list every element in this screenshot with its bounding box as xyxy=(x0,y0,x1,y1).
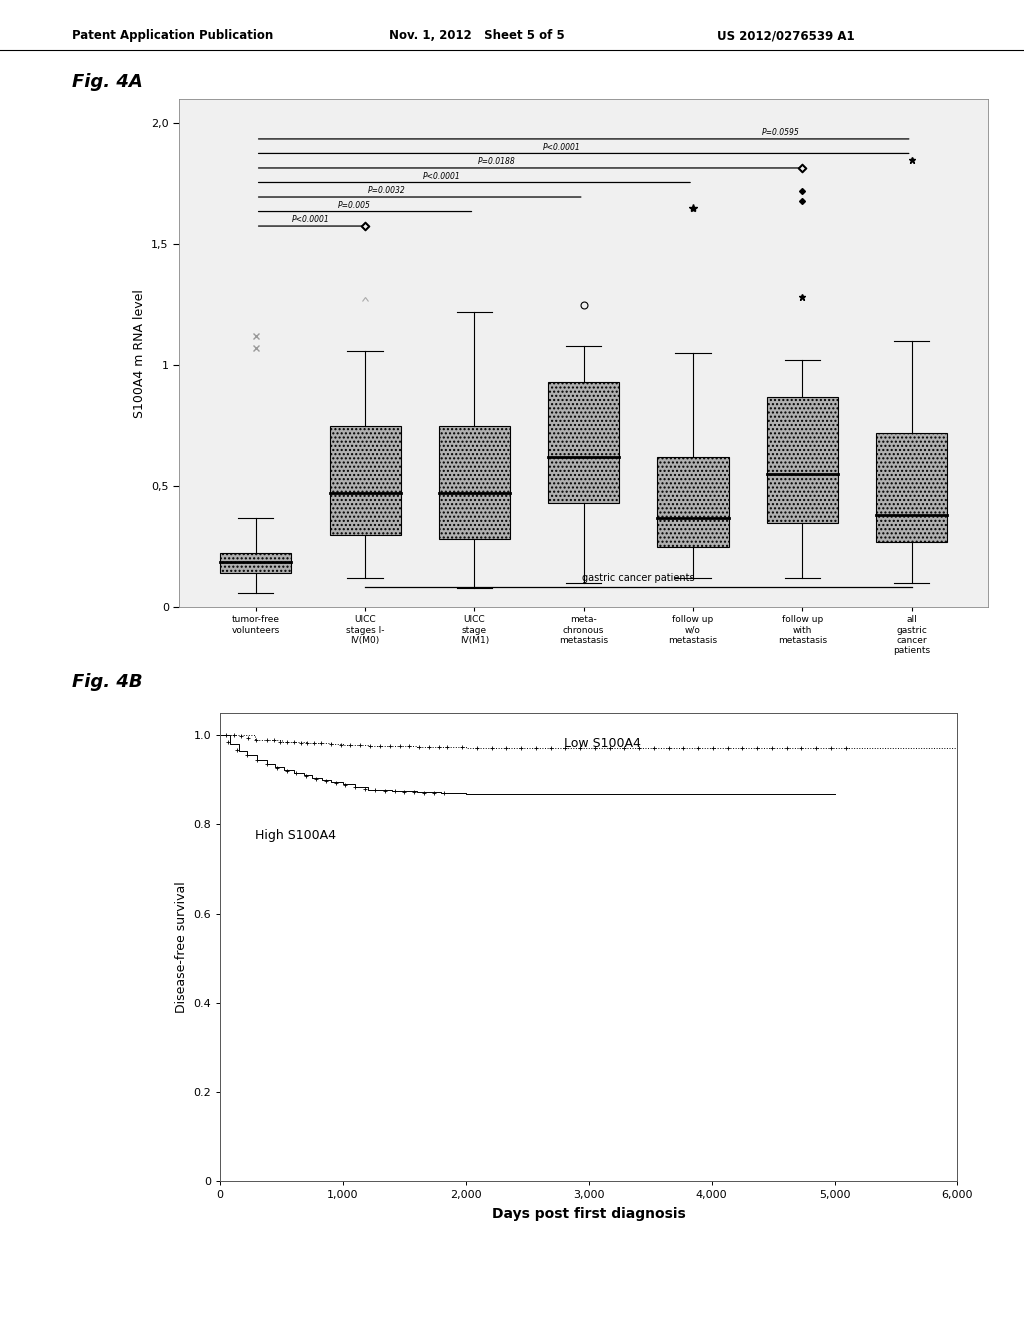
Bar xyxy=(439,425,510,540)
Y-axis label: Disease-free survival: Disease-free survival xyxy=(175,882,187,1012)
Text: Low S100A4: Low S100A4 xyxy=(564,737,641,750)
Bar xyxy=(657,457,728,546)
Text: High S100A4: High S100A4 xyxy=(255,829,336,842)
Text: P<0.0001: P<0.0001 xyxy=(292,215,330,224)
Text: Nov. 1, 2012   Sheet 5 of 5: Nov. 1, 2012 Sheet 5 of 5 xyxy=(389,29,565,42)
Text: UICC
stage
IV(M1): UICC stage IV(M1) xyxy=(460,615,489,645)
Bar xyxy=(877,433,947,541)
Bar xyxy=(548,383,620,503)
Text: P=0.0595: P=0.0595 xyxy=(762,128,800,137)
Text: US 2012/0276539 A1: US 2012/0276539 A1 xyxy=(717,29,854,42)
Text: tumor-free
volunteers: tumor-free volunteers xyxy=(231,615,280,635)
Text: gastric cancer patients: gastric cancer patients xyxy=(582,573,694,583)
Bar xyxy=(330,425,400,535)
Text: all
gastric
cancer
patients: all gastric cancer patients xyxy=(893,615,930,655)
Text: follow up
with
metastasis: follow up with metastasis xyxy=(778,615,827,645)
X-axis label: Days post first diagnosis: Days post first diagnosis xyxy=(492,1208,686,1221)
Bar xyxy=(767,397,838,523)
Text: UICC
stages I-
IV(M0): UICC stages I- IV(M0) xyxy=(346,615,384,645)
Text: P=0.0188: P=0.0188 xyxy=(477,157,515,166)
Text: P<0.0001: P<0.0001 xyxy=(423,172,461,181)
Text: Fig. 4B: Fig. 4B xyxy=(72,673,142,692)
Text: P=0.005: P=0.005 xyxy=(338,201,371,210)
Text: P=0.0032: P=0.0032 xyxy=(368,186,406,195)
Text: follow up
w/o
metastasis: follow up w/o metastasis xyxy=(669,615,718,645)
Text: meta-
chronous
metastasis: meta- chronous metastasis xyxy=(559,615,608,645)
Text: Patent Application Publication: Patent Application Publication xyxy=(72,29,273,42)
Text: Fig. 4A: Fig. 4A xyxy=(72,73,142,91)
Y-axis label: S100A4 m RNA level: S100A4 m RNA level xyxy=(132,289,145,417)
Text: P<0.0001: P<0.0001 xyxy=(543,143,581,152)
Bar xyxy=(220,553,291,573)
